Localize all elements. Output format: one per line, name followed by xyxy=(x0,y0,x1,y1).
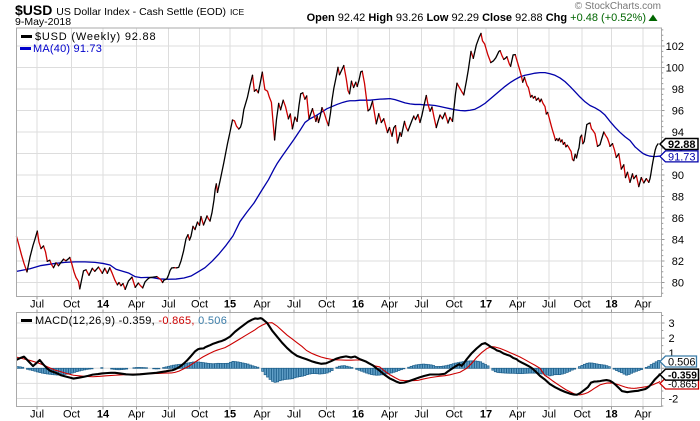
svg-text:82: 82 xyxy=(672,256,684,268)
svg-text:Apr: Apr xyxy=(381,409,398,421)
svg-text:Oct: Oct xyxy=(573,409,590,421)
svg-text:2: 2 xyxy=(669,333,675,345)
svg-text:100: 100 xyxy=(666,63,684,75)
svg-text:94: 94 xyxy=(672,127,684,139)
svg-text:Oct: Oct xyxy=(318,409,335,421)
svg-text:Apr: Apr xyxy=(634,409,651,421)
svg-text:17: 17 xyxy=(480,299,492,311)
svg-text:-0.865: -0.865 xyxy=(668,380,697,391)
svg-text:Apr: Apr xyxy=(128,409,145,421)
svg-text:3: 3 xyxy=(669,318,675,330)
svg-text:96: 96 xyxy=(672,106,684,118)
svg-text:Oct: Oct xyxy=(445,409,462,421)
svg-text:Apr: Apr xyxy=(509,409,526,421)
svg-text:18: 18 xyxy=(605,299,617,311)
svg-text:Oct: Oct xyxy=(63,409,80,421)
svg-text:Jul: Jul xyxy=(30,299,44,311)
svg-text:Apr: Apr xyxy=(253,409,270,421)
svg-text:18: 18 xyxy=(605,409,617,421)
svg-text:Oct: Oct xyxy=(191,299,208,311)
svg-text:80: 80 xyxy=(672,278,684,290)
svg-text:Oct: Oct xyxy=(318,299,335,311)
svg-text:Apr: Apr xyxy=(381,299,398,311)
svg-text:Jul: Jul xyxy=(542,299,556,311)
svg-text:Apr: Apr xyxy=(128,299,145,311)
svg-text:16: 16 xyxy=(352,299,364,311)
svg-text:Jul: Jul xyxy=(161,409,175,421)
svg-text:1: 1 xyxy=(669,348,675,360)
svg-text:Apr: Apr xyxy=(634,299,651,311)
svg-text:88: 88 xyxy=(672,192,684,204)
svg-text:14: 14 xyxy=(97,409,110,421)
svg-text:86: 86 xyxy=(672,213,684,225)
svg-text:Oct: Oct xyxy=(573,299,590,311)
svg-text:Jul: Jul xyxy=(414,409,428,421)
svg-text:Jul: Jul xyxy=(161,299,175,311)
svg-text:17: 17 xyxy=(480,409,492,421)
svg-text:102: 102 xyxy=(666,41,684,53)
svg-text:Apr: Apr xyxy=(253,299,270,311)
svg-text:90: 90 xyxy=(672,170,684,182)
svg-text:-2: -2 xyxy=(669,394,679,406)
svg-text:0.506: 0.506 xyxy=(668,357,696,369)
svg-text:14: 14 xyxy=(97,299,110,311)
svg-text:Jul: Jul xyxy=(30,409,44,421)
svg-text:15: 15 xyxy=(224,409,236,421)
svg-text:Jul: Jul xyxy=(414,299,428,311)
svg-text:Jul: Jul xyxy=(287,299,301,311)
svg-text:Oct: Oct xyxy=(191,409,208,421)
svg-text:Oct: Oct xyxy=(445,299,462,311)
svg-text:Oct: Oct xyxy=(63,299,80,311)
svg-text:16: 16 xyxy=(352,409,364,421)
svg-text:Jul: Jul xyxy=(542,409,556,421)
svg-text:Apr: Apr xyxy=(509,299,526,311)
svg-text:84: 84 xyxy=(672,235,684,247)
svg-text:-0.359: -0.359 xyxy=(668,371,697,382)
svg-text:Jul: Jul xyxy=(287,409,301,421)
svg-text:91.73: 91.73 xyxy=(668,151,696,163)
svg-text:92.88: 92.88 xyxy=(668,139,696,151)
svg-text:15: 15 xyxy=(224,299,236,311)
svg-text:98: 98 xyxy=(672,84,684,96)
